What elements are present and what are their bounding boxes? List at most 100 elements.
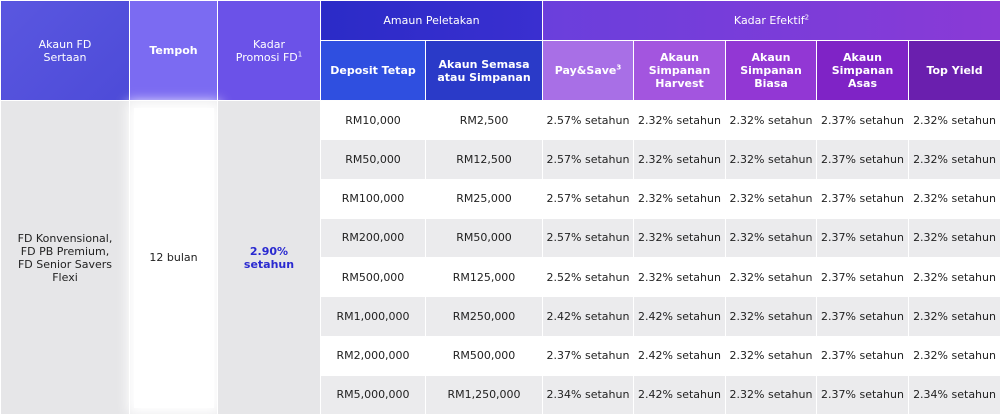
header-deposit-label: Deposit Tetap [330,64,416,77]
deposit-tetap-cell: RM100,000 [320,178,426,219]
deposit-tetap-cell: RM200,000 [320,217,426,259]
akaun-semasa-cell: RM1,250,000 [424,374,544,415]
header-paysave-label: Pay&Save [554,64,617,77]
asas-rate-cell: 2.37% setahun [816,374,910,415]
top-yield-rate-cell: 2.32% setahun [908,139,1000,180]
header-semasa-line2: atau Simpanan [437,70,531,84]
tempoh-value-cell: 12 bulan [129,100,218,415]
header-harvest-line1: Akaun [660,51,699,64]
header-row-columns: Deposit Tetap Akaun Semasa atau Simpanan… [1,40,1000,101]
akaun-value-line3: FD Senior Savers [17,257,113,271]
header-tempoh-label: Tempoh [149,44,198,57]
header-semasa-line1: Akaun Semasa [438,57,530,71]
harvest-rate-cell: 2.32% setahun [633,99,727,141]
header-kadar-line2: Promosi FD [235,50,298,64]
akaun-semasa-cell: RM25,000 [424,178,544,219]
paysave-rate-cell: 2.42% setahun [542,296,635,337]
footnote-2-marker: 2 [804,13,810,22]
header-akaun-fd: Akaun FD Sertaan [0,0,130,101]
akaun-value-line2: FD PB Premium, [20,244,110,258]
akaun-value-line4: Flexi [52,270,78,284]
header-kadar-efektif: Kadar Efektif2 [542,0,1000,41]
header-asas-line1: Akaun [843,51,882,64]
biasa-rate-cell: 2.32% setahun [725,178,818,219]
kadar-value-line2: setahun [243,257,295,271]
header-top-yield: Top Yield [908,40,1000,101]
biasa-rate-cell: 2.32% setahun [725,296,818,337]
paysave-rate-cell: 2.57% setahun [542,99,635,141]
table-row: RM2,000,000 RM500,000 2.37% setahun 2.42… [1,335,1000,376]
header-harvest: Akaun Simpanan Harvest [633,40,727,101]
top-yield-rate-cell: 2.34% setahun [908,374,1000,415]
biasa-rate-cell: 2.32% setahun [725,335,818,376]
footnote-1-marker: 1 [297,49,303,58]
header-akaun-line1: Akaun FD [38,37,92,51]
kadar-promosi-value: 2.90% setahun [217,100,321,415]
deposit-tetap-cell: RM5,000,000 [320,374,426,415]
harvest-rate-cell: 2.42% setahun [633,296,727,337]
header-biasa: Akaun Simpanan Biasa [725,40,818,101]
tempoh-value: 12 bulan [149,251,198,264]
akaun-semasa-cell: RM250,000 [424,296,544,337]
top-yield-rate-cell: 2.32% setahun [908,296,1000,337]
asas-rate-cell: 2.37% setahun [816,335,910,376]
top-yield-rate-cell: 2.32% setahun [908,178,1000,219]
harvest-rate-cell: 2.32% setahun [633,217,727,259]
akaun-semasa-cell: RM50,000 [424,217,544,259]
paysave-rate-cell: 2.52% setahun [542,256,635,298]
header-biasa-line1: Akaun [751,51,791,64]
table-row: RM500,000 RM125,000 2.52% setahun 2.32% … [1,256,1000,298]
harvest-rate-cell: 2.32% setahun [633,139,727,180]
biasa-rate-cell: 2.32% setahun [725,139,818,180]
header-biasa-line3: Biasa [754,77,788,90]
header-harvest-line2: Simpanan [648,64,711,77]
header-row-group: Akaun FD Sertaan Tempoh Kadar Promosi FD… [0,0,1000,101]
kadar-value-line1: 2.90% [249,244,289,258]
paysave-rate-cell: 2.37% setahun [542,335,635,376]
header-top-yield-label: Top Yield [926,64,983,77]
top-yield-rate-cell: 2.32% setahun [908,256,1000,298]
paysave-rate-cell: 2.57% setahun [542,217,635,259]
akaun-fd-value: FD Konvensional, FD PB Premium, FD Senio… [0,100,130,415]
akaun-semasa-cell: RM500,000 [424,335,544,376]
header-asas: Akaun Simpanan Asas [816,40,910,101]
harvest-rate-cell: 2.42% setahun [633,335,727,376]
top-yield-rate-cell: 2.32% setahun [908,335,1000,376]
header-kadar-promosi: Kadar Promosi FD1 [217,0,321,101]
asas-rate-cell: 2.37% setahun [816,217,910,259]
deposit-tetap-cell: RM10,000 [320,99,426,141]
akaun-semasa-cell: RM12,500 [424,139,544,180]
deposit-tetap-cell: RM50,000 [320,139,426,180]
table-row: RM1,000,000 RM250,000 2.42% setahun 2.42… [1,296,1000,337]
akaun-value-line1: FD Konvensional, [17,231,113,245]
biasa-rate-cell: 2.32% setahun [725,99,818,141]
header-amaun-label: Amaun Peletakan [383,14,480,27]
header-asas-line3: Asas [848,77,878,90]
footnote-3-marker: 3 [616,63,622,72]
header-amaun-peletakan: Amaun Peletakan [319,0,544,41]
akaun-semasa-cell: RM125,000 [424,256,544,298]
harvest-rate-cell: 2.32% setahun [633,178,727,219]
header-harvest-line3: Harvest [655,77,704,90]
header-paysave: Pay&Save3 [542,40,635,101]
asas-rate-cell: 2.37% setahun [816,296,910,337]
paysave-rate-cell: 2.34% setahun [542,374,635,415]
table-row: RM5,000,000 RM1,250,000 2.34% setahun 2.… [1,374,1000,415]
top-yield-rate-cell: 2.32% setahun [908,217,1000,259]
header-tempoh: Tempoh [129,0,218,101]
harvest-rate-cell: 2.32% setahun [633,256,727,298]
asas-rate-cell: 2.37% setahun [816,139,910,180]
paysave-rate-cell: 2.57% setahun [542,139,635,180]
table-row: RM50,000 RM12,500 2.57% setahun 2.32% se… [1,139,1000,180]
table-row: FD Konvensional, FD PB Premium, FD Senio… [0,99,1000,415]
top-yield-rate-cell: 2.32% setahun [908,99,1000,141]
header-efektif-label: Kadar Efektif [733,14,805,27]
harvest-rate-cell: 2.42% setahun [633,374,727,415]
tempoh-highlight: 12 bulan [133,107,214,408]
header-asas-line2: Simpanan [831,64,894,77]
paysave-rate-cell: 2.57% setahun [542,178,635,219]
biasa-rate-cell: 2.32% setahun [725,217,818,259]
deposit-tetap-cell: RM2,000,000 [320,335,426,376]
header-biasa-line2: Simpanan [740,64,802,77]
